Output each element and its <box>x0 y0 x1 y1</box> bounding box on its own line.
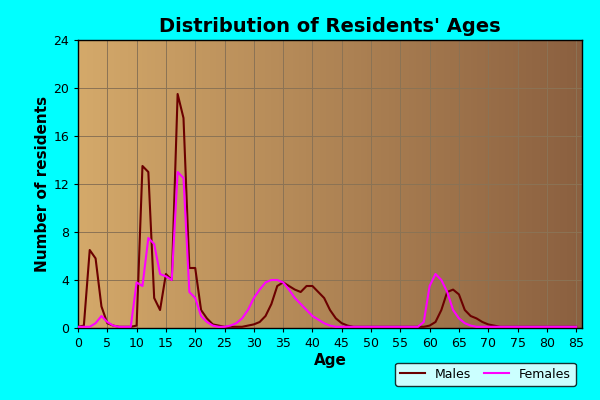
Line: Females: Females <box>78 172 576 327</box>
Title: Distribution of Residents' Ages: Distribution of Residents' Ages <box>159 17 501 36</box>
Females <box>572 324 580 329</box>
Males <box>461 308 469 312</box>
Line: Males: Males <box>78 94 576 327</box>
Legend: Males, Females: Males, Females <box>395 363 576 386</box>
Males <box>320 296 328 300</box>
Females <box>74 324 82 329</box>
Males <box>127 324 134 329</box>
Females <box>320 321 328 326</box>
Males <box>572 324 580 329</box>
Males <box>98 304 105 309</box>
Males <box>174 92 181 96</box>
Males <box>86 248 94 252</box>
X-axis label: Age: Age <box>314 353 346 368</box>
Females <box>98 314 105 318</box>
Females <box>461 321 469 326</box>
Females <box>502 324 509 329</box>
Females <box>86 324 94 329</box>
Females <box>127 324 134 329</box>
Males <box>502 324 509 329</box>
Y-axis label: Number of residents: Number of residents <box>35 96 50 272</box>
Females <box>174 170 181 174</box>
Males <box>74 324 82 329</box>
